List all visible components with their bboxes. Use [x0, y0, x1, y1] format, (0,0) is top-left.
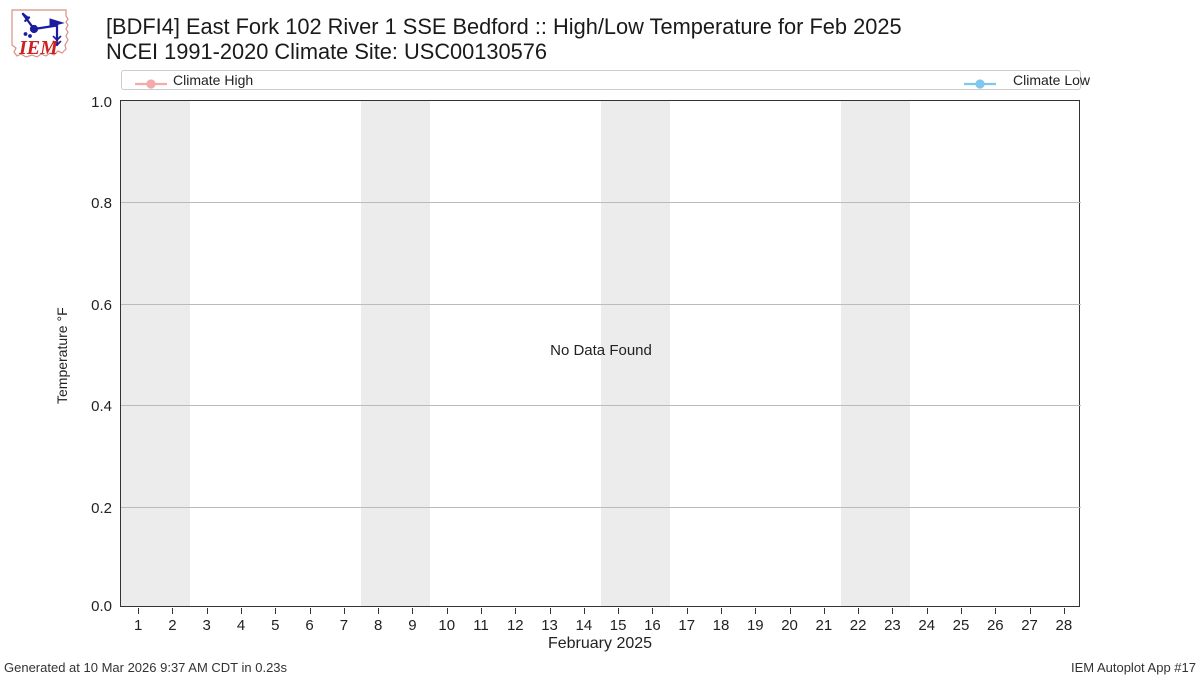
svg-text:IEM: IEM: [18, 37, 59, 59]
